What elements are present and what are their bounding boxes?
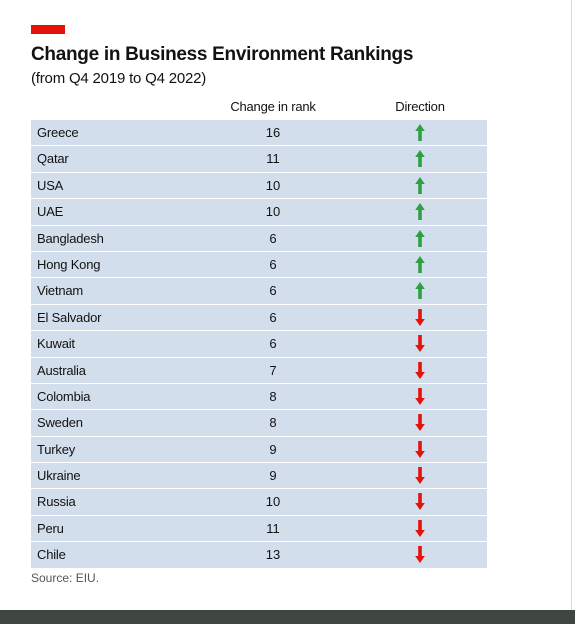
arrow-down-icon xyxy=(415,308,425,326)
table-row: Chile 13 xyxy=(31,542,487,568)
country-label: Australia xyxy=(37,362,86,378)
arrow-down-icon xyxy=(415,414,425,432)
arrow-up-icon xyxy=(415,150,425,168)
brand-red-bar xyxy=(31,25,65,34)
table-row: Greece 16 xyxy=(31,120,487,146)
chart-frame: Change in Business Environment Rankings … xyxy=(31,0,572,610)
rank-change-value: 10 xyxy=(265,204,281,220)
source-note: Source: EIU. xyxy=(31,571,100,585)
rank-change-value: 6 xyxy=(269,309,277,325)
table-row: UAE 10 xyxy=(31,199,487,225)
country-label: Peru xyxy=(37,520,64,536)
table-row: Turkey 9 xyxy=(31,436,487,463)
arrow-up-icon xyxy=(415,203,425,221)
rank-change-value: 11 xyxy=(266,520,280,536)
arrow-up-icon xyxy=(415,124,425,141)
arrow-down-icon xyxy=(415,387,425,405)
table-row: Qatar 11 xyxy=(31,146,487,172)
rank-change-value: 6 xyxy=(269,336,277,352)
country-label: Qatar xyxy=(37,151,69,167)
bottom-strip xyxy=(0,610,575,624)
rank-change-value: 8 xyxy=(269,415,277,431)
rank-change-value: 11 xyxy=(266,151,280,167)
rank-change-value: 8 xyxy=(269,388,277,404)
rank-change-value: 6 xyxy=(269,230,277,246)
country-label: Greece xyxy=(37,125,79,140)
table-row: Russia 10 xyxy=(31,489,487,515)
chart-subtitle: (from Q4 2019 to Q4 2022) xyxy=(31,70,207,87)
country-label: Sweden xyxy=(37,415,83,431)
arrow-up-icon xyxy=(415,229,425,247)
rank-change-value: 16 xyxy=(265,125,281,140)
table-row: Australia 7 xyxy=(31,357,487,383)
table-row: Sweden 8 xyxy=(31,410,487,436)
country-label: Chile xyxy=(37,547,66,563)
country-label: Kuwait xyxy=(37,336,75,352)
arrow-down-icon xyxy=(415,546,425,564)
country-label: Ukraine xyxy=(37,468,81,484)
arrow-up-icon xyxy=(415,282,425,300)
chart-title: Change in Business Environment Rankings xyxy=(31,44,414,65)
rank-change-value: 6 xyxy=(269,283,277,299)
rank-change-value: 7 xyxy=(269,362,277,378)
table-row: Kuwait 6 xyxy=(31,331,487,357)
rank-change-value: 10 xyxy=(265,177,281,193)
column-header-direction: Direction xyxy=(395,99,445,114)
arrow-down-icon xyxy=(415,335,425,353)
rank-change-value: 9 xyxy=(269,468,277,484)
arrow-up-icon xyxy=(415,255,425,273)
column-header-change: Change in rank xyxy=(230,99,316,114)
arrow-down-icon xyxy=(415,467,425,485)
table-row: Bangladesh 6 xyxy=(31,225,487,251)
country-label: USA xyxy=(37,177,64,193)
table-row: USA 10 xyxy=(31,172,487,199)
country-label: Turkey xyxy=(37,441,76,457)
table-row: Ukraine 9 xyxy=(31,463,487,489)
arrow-down-icon xyxy=(415,440,425,458)
arrow-down-icon xyxy=(415,361,425,379)
table-row: El Salvador 6 xyxy=(31,304,487,331)
arrow-down-icon xyxy=(415,493,425,511)
country-label: Vietnam xyxy=(37,283,84,299)
country-label: Colombia xyxy=(37,388,91,404)
country-label: UAE xyxy=(37,204,64,220)
rankings-table: Greece 16 Qatar 11 USA 10 UAE 10 Bangladesh 6 Hong… xyxy=(31,120,487,569)
table-row: Colombia 8 xyxy=(31,383,487,410)
rank-change-value: 6 xyxy=(269,256,277,272)
rank-change-value: 9 xyxy=(269,441,277,457)
arrow-down-icon xyxy=(415,519,425,537)
country-label: El Salvador xyxy=(37,309,102,325)
country-label: Russia xyxy=(37,494,76,510)
rank-change-value: 10 xyxy=(265,494,281,510)
table-row: Peru 11 xyxy=(31,515,487,542)
table-row: Hong Kong 6 xyxy=(31,251,487,278)
country-label: Bangladesh xyxy=(37,230,104,246)
arrow-up-icon xyxy=(415,176,425,194)
country-label: Hong Kong xyxy=(37,256,101,272)
table-row: Vietnam 6 xyxy=(31,278,487,304)
rank-change-value: 13 xyxy=(265,547,281,563)
